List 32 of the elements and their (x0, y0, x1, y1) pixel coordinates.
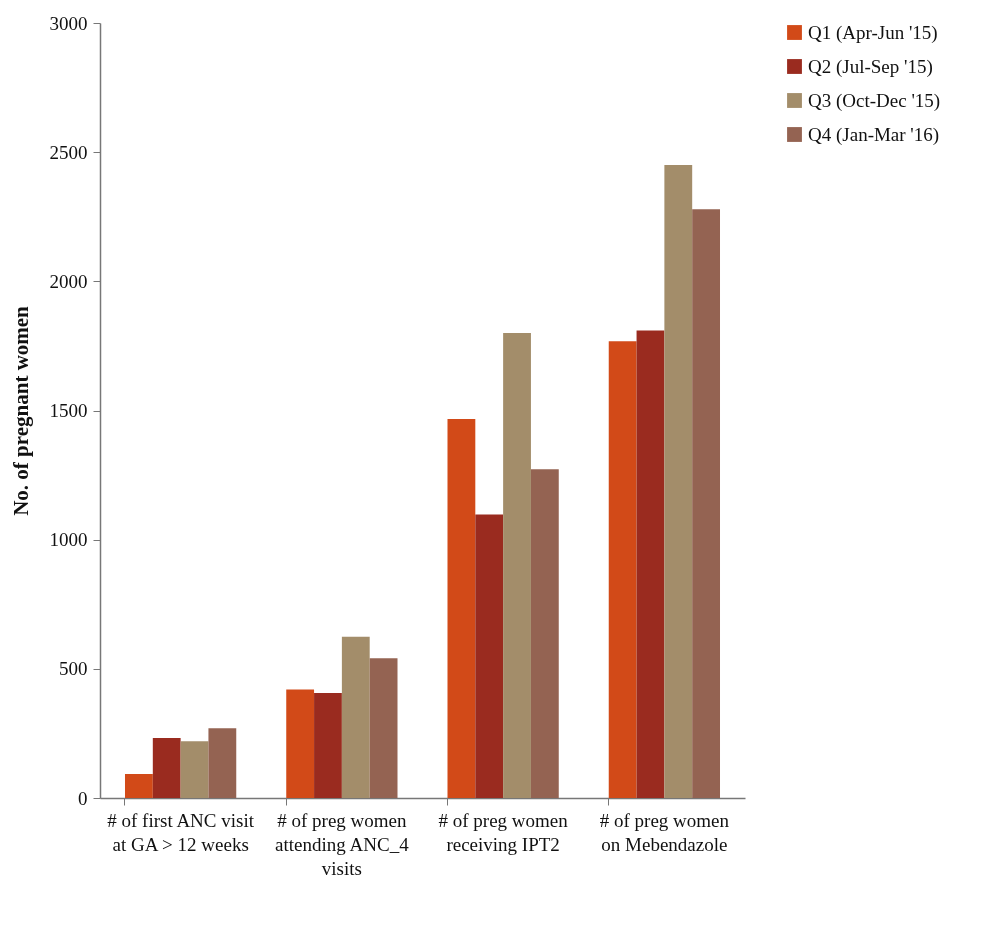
x-tick-label: # of preg women on Mebendazole (599, 809, 730, 855)
bar (124, 773, 153, 798)
bar (286, 689, 315, 798)
bar (530, 469, 559, 798)
legend-label: Q4 (Jan-Mar '16) (808, 123, 940, 146)
legend-label: Q3 (Oct-Dec '15) (808, 89, 941, 112)
bar (636, 330, 665, 798)
y-tick-label: 1500 (49, 400, 88, 421)
y-tick-label: 2500 (49, 141, 88, 163)
y-tick-label: 2000 (49, 270, 88, 292)
bar (503, 333, 531, 798)
bar (369, 658, 398, 798)
y-tick-label: 1000 (49, 529, 88, 551)
bar (447, 419, 476, 798)
bar (664, 165, 693, 798)
x-tick-label: # of first ANC visit at GA > 12 weeks (107, 809, 255, 855)
bar (314, 693, 342, 798)
bar (341, 636, 370, 798)
y-tick-label: 0 (78, 787, 88, 809)
x-tick-label: # of preg women receiving IPT2 (438, 809, 569, 855)
legend-label: Q1 (Apr-Jun '15) (808, 21, 938, 44)
bar (208, 728, 237, 798)
legend-label: Q2 (Jul-Sep '15) (808, 55, 933, 78)
x-tick-label: # of preg women attending ANC_4 visits (275, 809, 410, 879)
bar (152, 738, 181, 798)
y-tick-label: 500 (59, 658, 88, 680)
y-axis-title: No. of pregnant women (8, 305, 33, 516)
bar (692, 209, 721, 798)
bar (608, 341, 637, 798)
y-tick-label: 3000 (49, 12, 88, 34)
bar (475, 514, 504, 798)
bar (180, 741, 209, 798)
